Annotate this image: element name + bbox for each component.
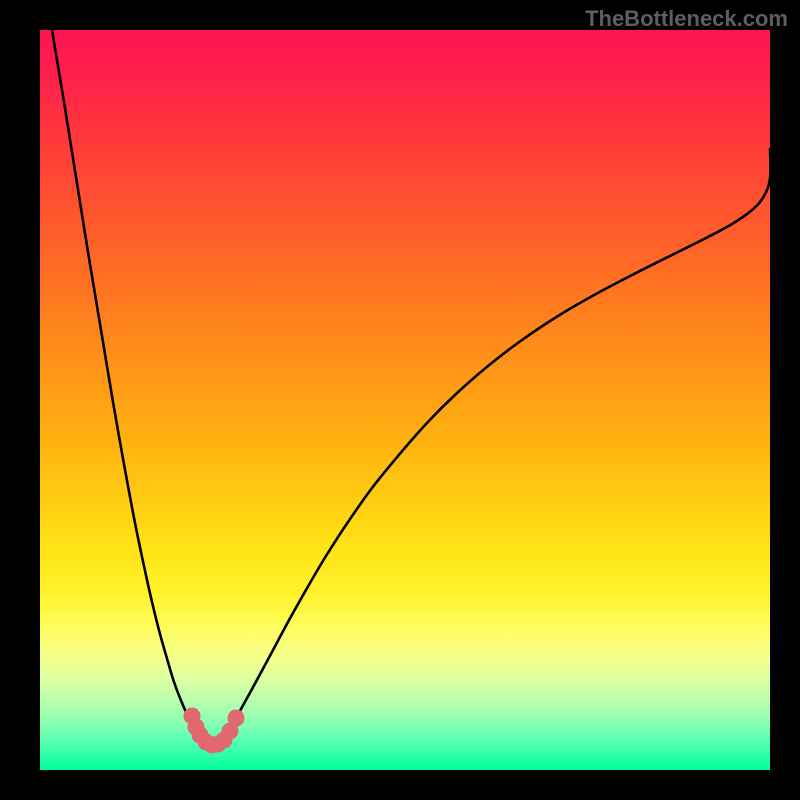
chart-stage: TheBottleneck.com	[0, 0, 800, 800]
watermark-label: TheBottleneck.com	[585, 6, 788, 32]
bottleneck-chart	[0, 0, 800, 800]
plot-background	[40, 30, 770, 770]
marker-dot	[229, 711, 244, 726]
